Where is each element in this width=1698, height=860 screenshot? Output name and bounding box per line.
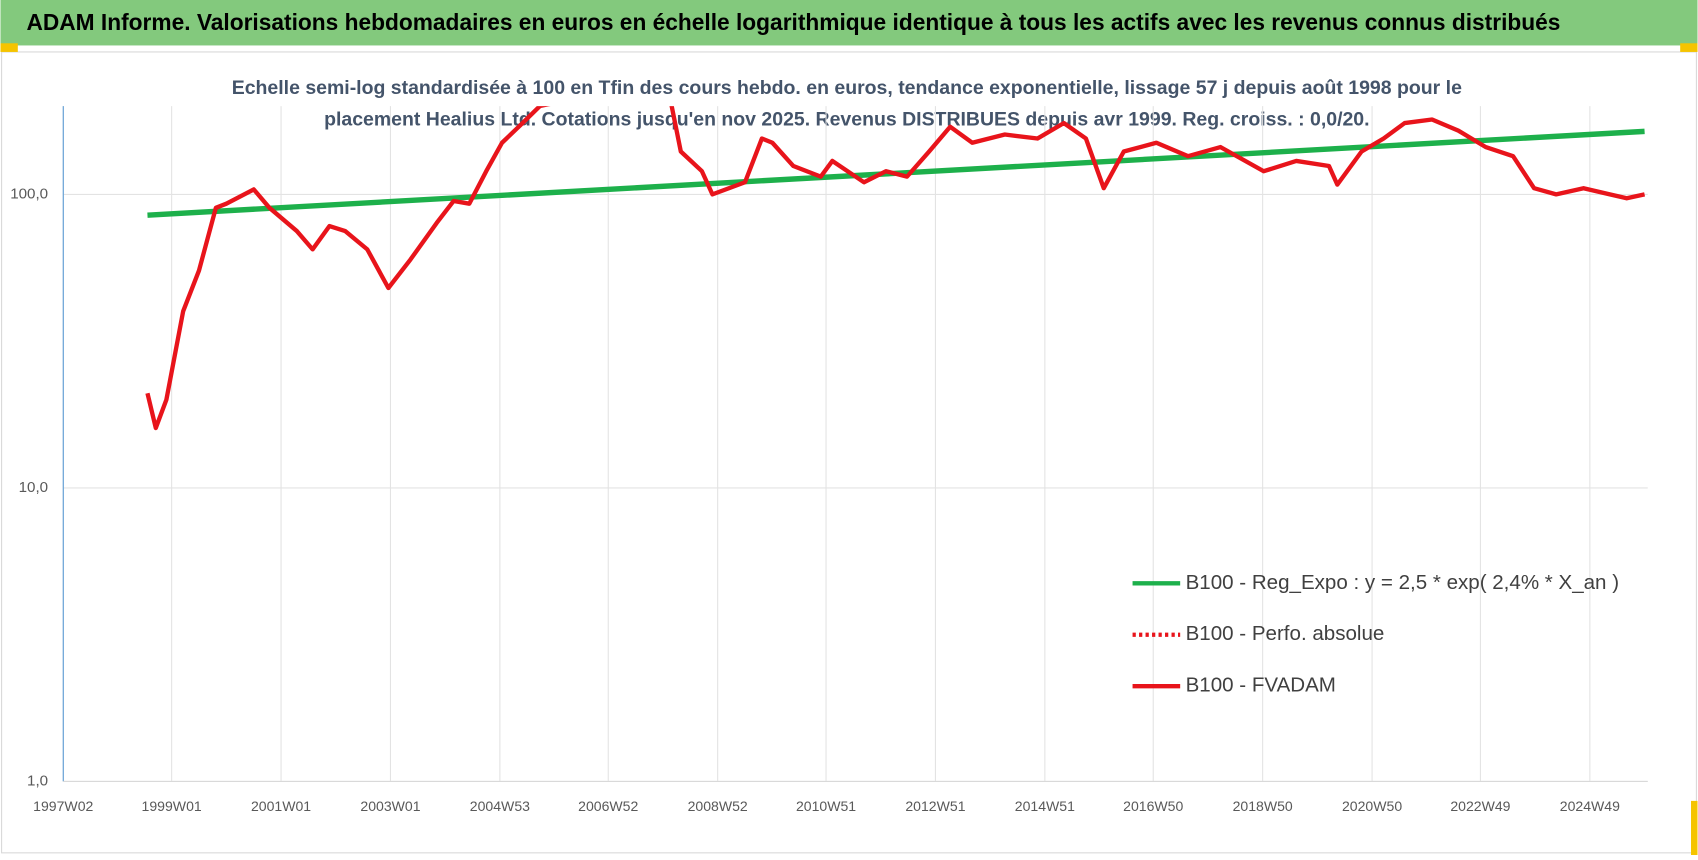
chart-subtitle: placement Healius Ltd. Cotations jusqu'e… <box>324 108 1369 130</box>
x-tick-label: 2010W51 <box>796 798 856 814</box>
legend-label: B100 - Perfo. absolue <box>1186 622 1385 645</box>
x-tick-label: 2018W50 <box>1233 798 1293 814</box>
x-tick-label: 2014W51 <box>1015 798 1075 814</box>
chart-title: ADAM Informe. Valorisations hebdomadaire… <box>26 9 1560 35</box>
frame <box>1 51 1697 854</box>
series-line <box>145 106 1646 431</box>
x-tick-label: 2022W49 <box>1450 798 1510 814</box>
x-tick-label: 2008W52 <box>688 798 748 814</box>
legend-label: B100 - FVADAM <box>1186 674 1336 697</box>
x-tick-label: 2003W01 <box>360 798 420 814</box>
x-tick-label: 2004W53 <box>470 798 530 814</box>
x-tick-label: 2016W50 <box>1123 798 1183 814</box>
legend: B100 - Reg_Expo : y = 2,5 * exp( 2,4% * … <box>1132 571 1619 697</box>
x-tick-label: 1997W02 <box>33 798 93 814</box>
y-tick-label: 100,0 <box>10 185 48 202</box>
y-tick-label: 10,0 <box>19 479 48 496</box>
x-tick-label: 1999W01 <box>142 798 202 814</box>
x-tick-label: 2006W52 <box>578 798 638 814</box>
corner <box>0 43 18 52</box>
chart-subtitle: Echelle semi-log standardisée à 100 en T… <box>232 77 1462 99</box>
corner <box>1691 800 1698 855</box>
x-tick-label: 2020W50 <box>1342 798 1402 814</box>
title-banner <box>0 0 1698 46</box>
legend-label: B100 - Reg_Expo : y = 2,5 * exp( 2,4% * … <box>1186 571 1619 594</box>
plot-area <box>145 106 1646 431</box>
x-tick-label: 2012W51 <box>905 798 965 814</box>
x-tick-label: 2024W49 <box>1560 798 1620 814</box>
y-tick-label: 1,0 <box>27 772 48 789</box>
corner <box>1680 43 1698 52</box>
x-tick-label: 2001W01 <box>251 798 311 814</box>
